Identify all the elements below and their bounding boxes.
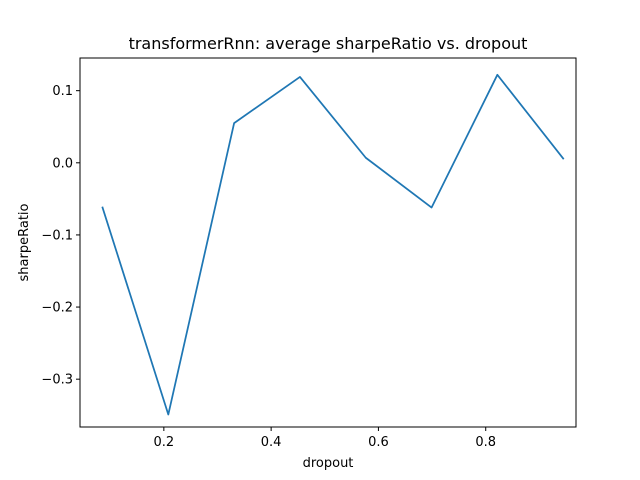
x-tick-label: 0.4 <box>261 435 282 450</box>
chart-title: transformerRnn: average sharpeRatio vs. … <box>129 34 528 53</box>
x-tick-label: 0.8 <box>475 435 496 450</box>
data-point <box>299 76 300 77</box>
series-layer <box>101 73 565 416</box>
plot-frame <box>79 57 577 428</box>
data-point <box>102 207 103 208</box>
y-tick-label: 0.1 <box>52 84 73 99</box>
x-tick-label: 0.2 <box>154 435 175 450</box>
x-tick-label: 0.6 <box>368 435 389 450</box>
x-axis-label: dropout <box>303 456 354 471</box>
y-tick-label: −0.1 <box>41 228 73 243</box>
y-axis-label: sharpeRatio <box>17 203 32 281</box>
plot-area <box>80 58 576 427</box>
y-tick-label: 0.0 <box>52 156 73 171</box>
data-point <box>365 157 366 158</box>
data-point <box>563 158 564 159</box>
y-ticks: −0.3 −0.2 −0.1 0.0 0.1 <box>41 84 80 388</box>
data-point <box>168 414 169 415</box>
data-point <box>431 207 432 208</box>
y-tick-label: −0.3 <box>41 373 73 388</box>
data-point <box>497 74 498 75</box>
data-point <box>234 123 235 124</box>
x-ticks: 0.2 0.4 0.6 0.8 <box>154 427 496 450</box>
series-line <box>101 73 565 416</box>
y-tick-label: −0.2 <box>41 301 73 316</box>
